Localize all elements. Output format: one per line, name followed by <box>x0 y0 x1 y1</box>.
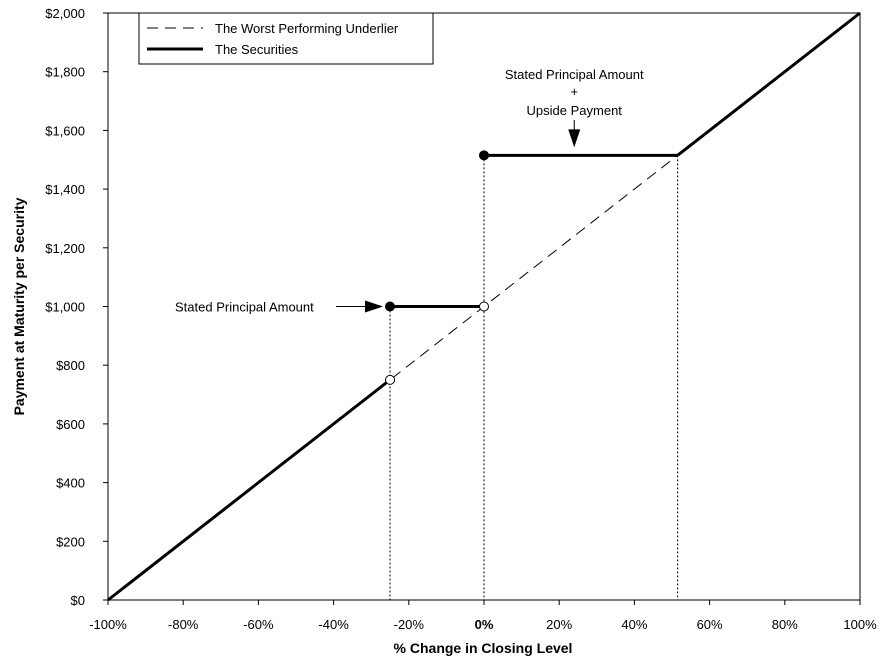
y-tick-label: $1,200 <box>45 241 85 256</box>
x-tick-label: -100% <box>89 617 127 632</box>
annotation-principal-label: Stated Principal Amount <box>175 300 314 315</box>
securities-segment <box>676 11 861 157</box>
x-tick-label: -20% <box>394 617 425 632</box>
y-tick-label: $800 <box>56 358 85 373</box>
annotation-upside-label: + <box>570 84 578 99</box>
y-tick-label: $1,000 <box>45 300 85 315</box>
filled-point <box>479 150 489 161</box>
x-tick-label: 100% <box>843 617 877 632</box>
y-tick-label: $2,000 <box>45 6 85 21</box>
y-tick-label: $200 <box>56 534 85 549</box>
x-tick-label: 40% <box>621 617 647 632</box>
annotations-layer: Stated Principal Amount Stated Principal … <box>175 67 644 315</box>
annotation-upside-label: Stated Principal Amount <box>505 67 644 82</box>
x-axis-title: % Change in Closing Level <box>394 640 573 656</box>
y-tick-label: $600 <box>56 417 85 432</box>
y-tick-label: $400 <box>56 476 85 491</box>
y-tick-label: $1,600 <box>45 123 85 138</box>
x-tick-label: 60% <box>697 617 723 632</box>
axes: -100% -80% -60% -40% -20% 0% 20% 40% 60% 80% 100% $… <box>11 6 877 656</box>
legend-box <box>138 12 434 65</box>
x-tick-label: 20% <box>546 617 572 632</box>
x-tick-label: -80% <box>168 617 199 632</box>
y-tick-label: $0 <box>71 593 85 608</box>
legend-label-underlier: The Worst Performing Underlier <box>215 21 399 36</box>
x-tick-label: 80% <box>772 617 798 632</box>
legend-label-securities: The Securities <box>215 42 299 57</box>
points-layer <box>385 150 489 385</box>
reference-lines <box>389 155 679 600</box>
securities-segment <box>107 378 391 602</box>
y-tick-label: $1,800 <box>45 65 85 80</box>
x-tick-label: -40% <box>318 617 349 632</box>
annotation-principal-arrowhead <box>365 300 383 313</box>
open-point <box>385 374 395 385</box>
x-tick-label: 0% <box>475 617 494 632</box>
y-axis-title: Payment at Maturity per Security <box>11 197 27 415</box>
x-tick-label: -60% <box>243 617 274 632</box>
legend: The Worst Performing Underlier The Securi… <box>138 12 434 65</box>
filled-point <box>385 301 395 312</box>
annotation-upside-label: Upside Payment <box>527 103 623 118</box>
annotation-upside-arrowhead <box>568 129 581 148</box>
y-tick-label: $1,400 <box>45 182 85 197</box>
open-point <box>479 301 489 312</box>
